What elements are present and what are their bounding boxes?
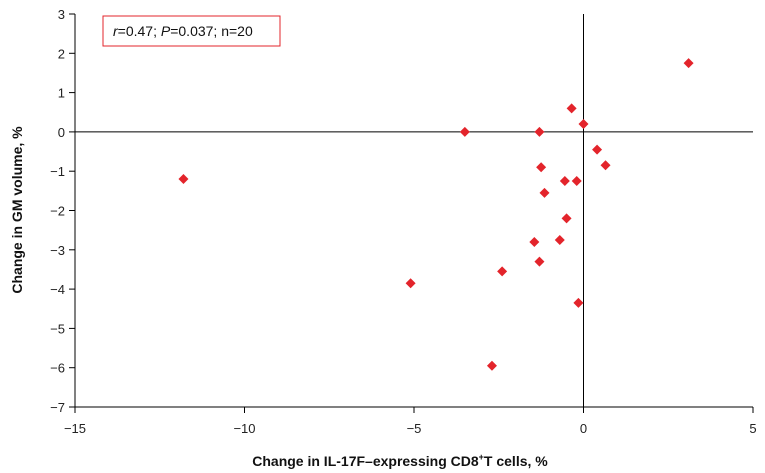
y-tick-label: −7 (50, 400, 65, 415)
data-point (405, 278, 416, 289)
data-point (566, 103, 577, 114)
y-axis-title: Change in GM volume, % (9, 126, 25, 294)
data-point (459, 126, 470, 137)
data-point (600, 160, 611, 171)
data-point (534, 126, 545, 137)
data-point (573, 297, 584, 308)
x-axis-ticks: −15 −10 −5 0 5 (64, 407, 757, 436)
y-tick-label: −5 (50, 321, 65, 336)
p-label: P (161, 23, 171, 39)
data-point (486, 360, 497, 371)
y-tick-label: −2 (50, 204, 65, 219)
data-point (578, 119, 589, 130)
p-value: =0.037; n=20 (170, 23, 253, 39)
data-point (539, 187, 550, 198)
stats-annotation-box (102, 15, 281, 47)
y-tick-label: −6 (50, 361, 65, 376)
y-tick-label: 3 (58, 7, 65, 22)
x-tick-label: 5 (749, 421, 756, 436)
x-tick-label: −5 (407, 421, 422, 436)
data-point (497, 266, 508, 277)
x-axis-title: Change in IL-17F–expressing CD8+T cells,… (252, 452, 548, 469)
x-axis-title-superscript: + (479, 452, 484, 462)
data-point (534, 256, 545, 267)
data-point (559, 176, 570, 187)
y-axis-ticks: −7 −6 −5 −4 −3 −2 −1 0 1 2 3 (50, 7, 75, 415)
r-label: r (113, 23, 119, 39)
x-tick-label: −15 (64, 421, 86, 436)
data-point (592, 144, 603, 155)
data-point (178, 174, 189, 185)
stats-annotation: r=0.47; P=0.037; n=20 (113, 23, 253, 39)
x-tick-label: 0 (580, 421, 587, 436)
y-tick-label: 1 (58, 86, 65, 101)
y-tick-label: 2 (58, 46, 65, 61)
data-point (536, 162, 547, 173)
y-tick-label: −4 (50, 282, 65, 297)
x-tick-label: −10 (233, 421, 255, 436)
y-tick-label: −1 (50, 164, 65, 179)
data-point (571, 176, 582, 187)
y-tick-label: 0 (58, 125, 65, 140)
x-axis-title-main: Change in IL-17F–expressing CD8 (252, 453, 479, 469)
x-axis-title-tail: T cells, % (484, 453, 548, 469)
data-point (561, 213, 572, 224)
data-point (554, 234, 565, 245)
y-tick-label: −3 (50, 243, 65, 258)
data-point (529, 236, 540, 247)
r-value: =0.47; (118, 23, 161, 39)
data-points (178, 58, 694, 371)
data-point (683, 58, 694, 69)
